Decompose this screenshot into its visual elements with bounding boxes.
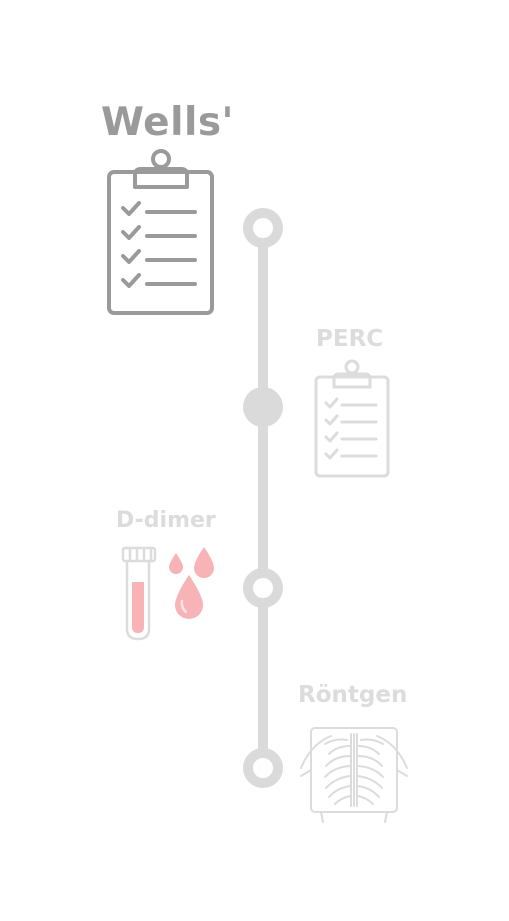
timeline-node-rontgen[interactable]	[243, 748, 283, 788]
step-label-ddimer: D-dimer	[116, 508, 216, 533]
timeline-node-ddimer[interactable]	[243, 568, 283, 608]
chest-xray-icon	[300, 727, 408, 823]
step-label-perc: PERC	[316, 326, 384, 352]
clipboard-checklist-icon	[314, 359, 390, 478]
step-label-wells: Wells'	[101, 100, 234, 145]
step-label-rontgen: Röntgen	[298, 682, 408, 708]
clipboard-checklist-icon	[107, 149, 214, 315]
timeline-rail	[258, 228, 268, 768]
blood-test-tube-icon	[121, 546, 214, 641]
timeline-node-wells[interactable]	[243, 208, 283, 248]
timeline-node-perc[interactable]	[243, 387, 283, 427]
